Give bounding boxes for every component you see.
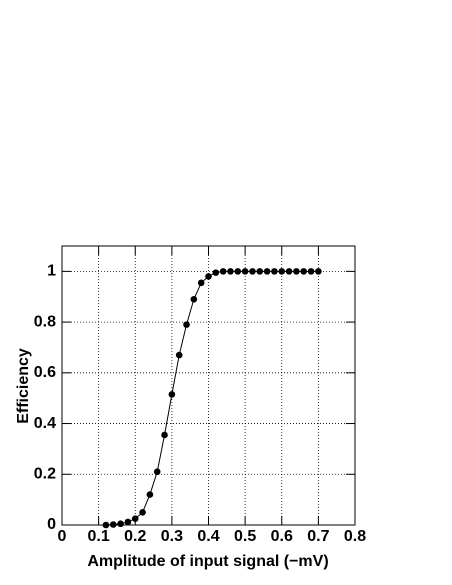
data-point — [227, 268, 234, 275]
y-axis-title: Efficiency — [15, 348, 32, 424]
y-tick-label: 0.2 — [34, 465, 56, 482]
y-tick-label: 0 — [47, 516, 56, 533]
x-tick-label: 0.3 — [161, 528, 183, 545]
data-point — [249, 268, 256, 275]
data-point — [212, 269, 220, 276]
data-point — [175, 351, 183, 359]
x-tick-label: 0.2 — [124, 528, 146, 545]
data-point — [139, 509, 146, 516]
data-point — [117, 520, 124, 528]
y-tick-label: 0.4 — [34, 415, 56, 432]
data-point — [300, 268, 308, 275]
data-point — [168, 391, 176, 398]
data-point — [197, 279, 205, 287]
data-point — [124, 518, 132, 526]
data-point — [109, 521, 117, 528]
x-tick-label: 0.6 — [271, 528, 293, 545]
y-tick-label: 1 — [47, 263, 56, 280]
x-tick-label: 0.7 — [307, 528, 329, 545]
data-point — [278, 268, 286, 275]
data-point — [190, 295, 198, 303]
data-point — [307, 268, 315, 275]
plot-frame — [61, 245, 356, 526]
x-tick-label: 0.4 — [197, 528, 219, 545]
data-point — [153, 468, 161, 476]
data-point — [146, 491, 154, 498]
x-tick-label: 0 — [58, 528, 67, 545]
x-tick-label: 0.1 — [88, 528, 110, 545]
data-point — [102, 521, 110, 529]
data-point — [219, 268, 227, 275]
data-point — [271, 268, 278, 275]
data-point — [183, 321, 190, 328]
data-point — [256, 268, 264, 275]
data-point — [285, 268, 293, 275]
y-tick-label: 0.6 — [34, 364, 56, 381]
data-point — [161, 431, 168, 439]
y-tick-label: 0.8 — [34, 313, 56, 330]
x-tick-label: 0.8 — [344, 528, 366, 545]
data-point — [293, 268, 300, 275]
data-point — [205, 273, 212, 280]
data-point — [234, 268, 242, 275]
data-point — [263, 268, 271, 275]
data-point — [315, 268, 322, 275]
x-axis-title: Amplitude of input signal (−mV) — [87, 553, 328, 570]
series-line — [105, 270, 319, 526]
data-point — [131, 515, 139, 522]
x-tick-label: 0.5 — [234, 528, 256, 545]
data-point — [241, 268, 249, 275]
